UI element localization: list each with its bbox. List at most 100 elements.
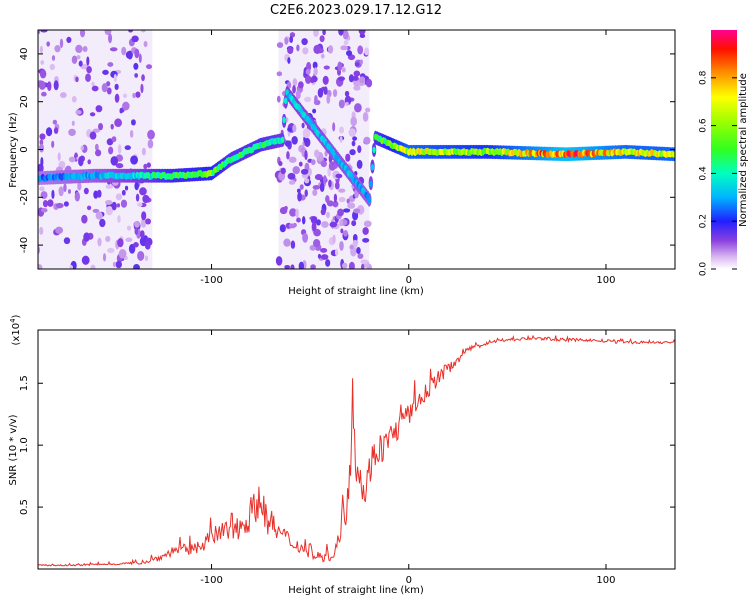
noise-speckle	[326, 200, 334, 207]
noise-speckle	[38, 80, 46, 90]
noise-speckle	[38, 30, 41, 35]
noise-speckle	[117, 238, 124, 248]
noise-speckle	[353, 208, 361, 214]
noise-speckle	[92, 128, 100, 133]
noise-speckle	[69, 264, 73, 269]
spectrogram-ytick-label: 20	[19, 95, 30, 108]
noise-speckle	[141, 147, 146, 156]
noise-speckle	[134, 73, 139, 78]
noise-speckle	[312, 61, 318, 69]
noise-speckle	[322, 75, 329, 85]
noise-speckle	[145, 218, 152, 225]
noise-speckle	[292, 124, 297, 133]
noise-speckle	[147, 139, 154, 149]
noise-speckle	[39, 133, 46, 140]
noise-speckle	[320, 208, 326, 216]
snr-axes: -100 0 100 0.5 1.0 1.5	[19, 330, 675, 586]
noise-speckle	[328, 179, 332, 188]
noise-speckle	[349, 245, 354, 250]
noise-speckle	[340, 228, 344, 234]
noise-speckle	[275, 256, 283, 266]
noise-speckle	[288, 156, 297, 163]
snr-ytick-label: 1.5	[19, 375, 30, 391]
snr-panel: -100 0 100 0.5 1.0 1.5 Height of straight lin…	[8, 314, 676, 596]
ridge-cell	[370, 164, 375, 171]
snr-multiplier-exp: 4	[9, 318, 17, 323]
noise-speckle	[39, 143, 45, 153]
noise-speckle	[95, 211, 103, 220]
noise-speckle	[86, 205, 92, 211]
noise-speckle	[302, 128, 311, 139]
noise-speckle	[95, 149, 102, 157]
noise-speckle	[283, 238, 291, 247]
noise-speckle	[114, 118, 123, 128]
colorbar-tick-label: 0.0	[699, 262, 709, 277]
noise-speckle	[357, 45, 364, 55]
snr-multiplier-base: (x10	[11, 323, 22, 346]
noise-speckle	[38, 245, 41, 255]
noise-speckle	[284, 264, 291, 269]
noise-speckle	[141, 211, 147, 221]
snr-marks	[37, 334, 676, 567]
noise-speckle	[311, 221, 317, 232]
noise-speckle	[119, 109, 123, 114]
noise-speckle	[95, 105, 103, 113]
noise-speckle	[81, 214, 88, 224]
noise-speckle	[51, 140, 55, 148]
noise-speckle	[40, 191, 48, 200]
snr-frame	[37, 329, 676, 570]
noise-speckle	[348, 128, 356, 137]
noise-speckle	[359, 59, 363, 65]
noise-speckle	[325, 259, 331, 267]
noise-speckle	[97, 237, 102, 247]
noise-speckle	[361, 263, 365, 269]
noise-speckle	[353, 85, 361, 91]
noise-speckle	[133, 62, 139, 70]
noise-speckle	[135, 193, 140, 202]
noise-speckle	[96, 189, 102, 198]
noise-speckle	[325, 211, 330, 219]
noise-speckle	[67, 189, 71, 194]
noise-speckle	[105, 184, 114, 189]
noise-speckle	[312, 239, 321, 248]
noise-speckle	[59, 38, 64, 48]
noise-speckle	[113, 73, 117, 83]
noise-speckle	[127, 50, 133, 60]
noise-speckle	[343, 40, 349, 46]
noise-speckle	[290, 240, 296, 249]
noise-speckle	[114, 83, 119, 91]
noise-speckle	[58, 186, 64, 197]
snr-xlabel: Height of straight line (km)	[288, 585, 424, 596]
noise-speckle	[130, 119, 136, 126]
noise-speckle	[357, 253, 364, 259]
noise-speckle	[106, 138, 114, 146]
noise-speckle	[47, 81, 52, 91]
noise-speckle	[134, 181, 139, 191]
noise-speckle	[54, 44, 61, 53]
noise-speckle	[296, 217, 301, 223]
noise-speckle	[286, 151, 290, 160]
noise-speckle	[87, 159, 91, 165]
snr-ytick-label: 0.5	[19, 499, 30, 515]
noise-speckle	[115, 260, 122, 269]
noise-speckle	[362, 112, 369, 122]
noise-speckle	[345, 101, 349, 106]
noise-speckle	[327, 45, 334, 54]
noise-speckle	[323, 86, 328, 95]
noise-speckle	[53, 127, 59, 134]
noise-speckle	[349, 149, 356, 156]
noise-speckle	[52, 119, 58, 125]
noise-speckle	[323, 65, 330, 70]
noise-speckle	[287, 46, 294, 55]
noise-speckle	[79, 30, 86, 38]
noise-speckle	[40, 60, 45, 65]
noise-speckle	[102, 69, 109, 75]
noise-speckle	[142, 194, 150, 204]
noise-speckle	[315, 219, 321, 226]
spectrogram-panel: -100 0 100 -40 -20 0 20 40 Height of straight l…	[8, 29, 676, 297]
noise-speckle	[289, 35, 294, 43]
noise-speckle	[358, 30, 366, 35]
noise-speckle	[63, 237, 71, 245]
noise-speckle	[364, 47, 370, 56]
noise-speckle	[334, 181, 340, 190]
